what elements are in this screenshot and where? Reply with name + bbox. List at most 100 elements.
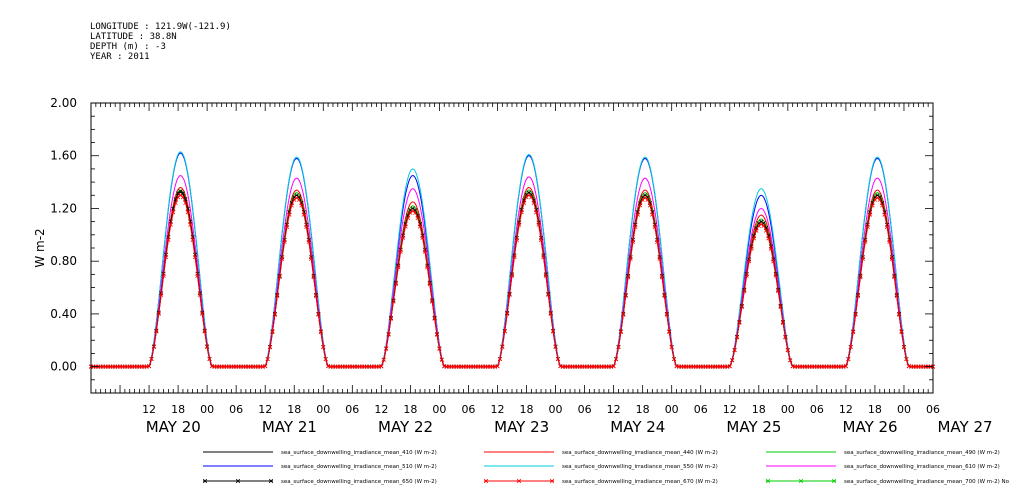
series-marker-8 bbox=[205, 344, 210, 350]
series-marker-8 bbox=[316, 312, 321, 317]
series-marker-8 bbox=[151, 344, 156, 350]
series-marker-8 bbox=[785, 348, 790, 353]
legend-label: sea_surface_downwelling_irradiance_mean_… bbox=[844, 464, 1000, 470]
legend-marker bbox=[268, 478, 274, 484]
series-marker-8 bbox=[778, 304, 783, 310]
y-axis-label: W m-2 bbox=[33, 228, 47, 267]
series-marker-8 bbox=[202, 329, 207, 334]
series-marker-8 bbox=[732, 348, 737, 353]
series-marker-8 bbox=[180, 195, 186, 200]
legend-label: sea_surface_downwelling_irradiance_mean_… bbox=[281, 464, 437, 470]
y-tick-label: 0.80 bbox=[50, 254, 77, 268]
series-marker-8 bbox=[630, 239, 636, 244]
series-marker-8 bbox=[747, 259, 752, 264]
x-tick-label: 00 bbox=[665, 403, 679, 416]
series-marker-8 bbox=[495, 364, 500, 369]
x-tick-label: 06 bbox=[810, 403, 824, 416]
x-date-label: MAY 26 bbox=[843, 418, 898, 436]
x-tick-label: 18 bbox=[868, 403, 882, 416]
series-marker-8 bbox=[763, 228, 769, 233]
series-marker-8 bbox=[626, 275, 631, 280]
series-marker-8 bbox=[669, 345, 674, 350]
series-marker-8 bbox=[289, 203, 294, 208]
series-marker-8 bbox=[284, 224, 290, 229]
series-marker-8 bbox=[413, 210, 418, 215]
series-marker-8 bbox=[546, 292, 551, 298]
x-tick-label: 06 bbox=[345, 403, 359, 416]
series-marker-8 bbox=[739, 304, 744, 310]
series-marker-8 bbox=[776, 289, 781, 294]
series-marker-8 bbox=[280, 256, 285, 261]
series-marker-8 bbox=[420, 235, 425, 240]
series-marker-8 bbox=[427, 282, 432, 287]
depth-label: DEPTH (m) : -3 bbox=[90, 42, 166, 52]
series-marker-8 bbox=[505, 311, 510, 316]
legend-label: sea_surface_downwelling_irradiance_mean_… bbox=[562, 450, 718, 456]
series-marker-8 bbox=[613, 357, 619, 362]
legend-label: sea_surface_downwelling_irradiance_mean_… bbox=[844, 450, 1000, 456]
series-marker-8 bbox=[889, 256, 894, 261]
series-marker-8 bbox=[766, 236, 771, 241]
series-marker-8 bbox=[672, 357, 677, 362]
series-marker-8 bbox=[263, 364, 268, 369]
series-marker-8 bbox=[163, 255, 169, 260]
series-marker-8 bbox=[742, 289, 747, 294]
series-marker-8 bbox=[432, 316, 437, 321]
x-tick-label: 12 bbox=[374, 403, 388, 416]
legend-marker bbox=[765, 478, 771, 484]
x-date-label: MAY 27 bbox=[937, 418, 992, 436]
series-marker-8 bbox=[647, 203, 652, 208]
series-marker-8 bbox=[386, 332, 391, 337]
x-tick-label: 06 bbox=[926, 403, 940, 416]
series-marker-8 bbox=[417, 224, 423, 229]
legend-marker bbox=[483, 478, 489, 484]
x-tick-label: 06 bbox=[229, 403, 243, 416]
series-marker-8 bbox=[638, 203, 643, 208]
series-marker-8 bbox=[168, 222, 173, 227]
series-marker-8 bbox=[761, 223, 766, 228]
series-marker-8 bbox=[287, 212, 292, 217]
series-marker-8 bbox=[759, 222, 764, 227]
series-marker-8 bbox=[497, 356, 502, 362]
series-marker-8 bbox=[780, 320, 786, 325]
series-marker-8 bbox=[154, 329, 159, 334]
series-marker-8 bbox=[200, 311, 205, 316]
series-marker-8 bbox=[185, 210, 190, 215]
series-marker-8 bbox=[301, 212, 307, 217]
x-tick-label: 12 bbox=[142, 403, 156, 416]
series-marker-8 bbox=[192, 255, 198, 260]
series-marker-8 bbox=[156, 311, 161, 316]
series-marker-8 bbox=[628, 256, 633, 261]
x-tick-label: 00 bbox=[549, 403, 563, 416]
series-marker-8 bbox=[517, 222, 522, 227]
x-tick-label: 00 bbox=[316, 403, 330, 416]
series-marker-8 bbox=[737, 320, 742, 325]
series-marker-8 bbox=[149, 356, 154, 362]
x-date-label: MAY 21 bbox=[262, 418, 317, 436]
series-marker-8 bbox=[159, 292, 164, 298]
x-tick-label: 18 bbox=[403, 403, 417, 416]
series-marker-8 bbox=[529, 195, 534, 200]
series-marker-8 bbox=[877, 197, 882, 202]
plot-border bbox=[90, 102, 934, 394]
y-axis: 0.00 0.40 0.80 1.20 1.60 2.00 bbox=[50, 96, 933, 394]
y-tick-label: 1.20 bbox=[50, 201, 77, 215]
y-tick-label: 0.00 bbox=[50, 360, 77, 374]
x-tick-label: 18 bbox=[171, 403, 185, 416]
series-marker-8 bbox=[541, 255, 546, 260]
series-marker-8 bbox=[403, 224, 408, 229]
series-marker-8 bbox=[734, 335, 740, 340]
x-date-label: MAY 20 bbox=[146, 418, 201, 436]
series-marker-8 bbox=[754, 228, 759, 233]
series-marker-8 bbox=[652, 224, 657, 229]
plot-frame bbox=[90, 102, 934, 394]
x-tick-label: 00 bbox=[432, 403, 446, 416]
series-marker-8 bbox=[773, 273, 778, 278]
year-label: YEAR : 2011 bbox=[90, 52, 150, 62]
series-marker-8 bbox=[843, 364, 848, 369]
series-marker-8 bbox=[858, 275, 863, 280]
series-marker-8 bbox=[388, 316, 394, 321]
series-marker-8 bbox=[296, 197, 302, 202]
x-tick-label: 06 bbox=[578, 403, 592, 416]
series-marker-8 bbox=[662, 293, 667, 299]
